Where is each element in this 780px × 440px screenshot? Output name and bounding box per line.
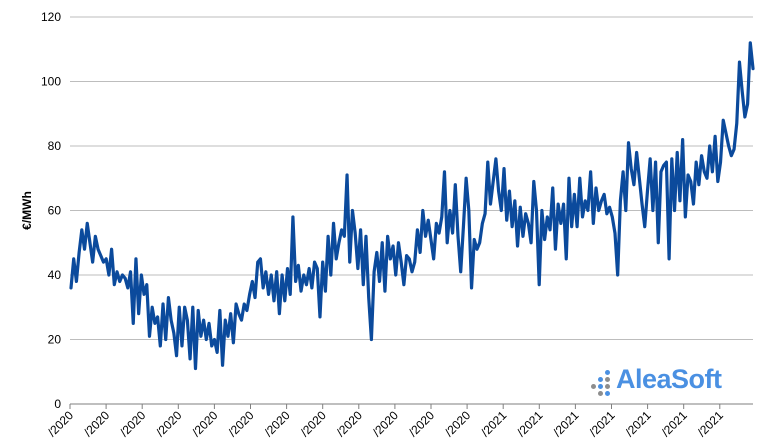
y-tick-label: 120 [41, 10, 61, 24]
x-tick-label: /2020 [45, 408, 76, 439]
x-tick-label: /2021 [550, 408, 581, 439]
x-tick-label: /2021 [695, 408, 726, 439]
y-tick-label: 20 [48, 333, 62, 347]
x-tick-label: /2020 [334, 408, 365, 439]
aleasoft-logo: AleaSoft [584, 364, 722, 396]
x-tick-label: /2021 [514, 408, 545, 439]
x-tick-label: /2020 [189, 408, 220, 439]
x-tick-label: /2020 [117, 408, 148, 439]
gridlines [70, 16, 753, 340]
x-axis-ticks: /2020/2020/2020/2020/2020/2020/2020/2020… [45, 404, 726, 439]
x-tick-label: /2021 [586, 408, 617, 439]
logo-dots-icon [584, 366, 614, 396]
series-line [69, 41, 755, 371]
y-tick-label: 0 [54, 397, 61, 411]
y-tick-label: 40 [48, 268, 62, 282]
y-tick-label: 100 [41, 75, 61, 89]
x-tick-label: /2020 [406, 408, 437, 439]
y-tick-label: 60 [48, 204, 62, 218]
y-axis-ticks: 0 20 40 60 80 100 120 [41, 10, 61, 411]
x-tick-label: /2020 [370, 408, 401, 439]
y-axis-label: €/MWh [20, 191, 34, 230]
logo-text: AleaSoft [616, 364, 722, 394]
x-tick-label: /2020 [81, 408, 112, 439]
y-tick-label: 80 [48, 139, 62, 153]
x-tick-label: /2021 [623, 408, 654, 439]
x-tick-label: /2020 [225, 408, 256, 439]
x-tick-label: /2020 [262, 408, 293, 439]
x-tick-label: /2020 [442, 408, 473, 439]
x-tick-label: /2021 [659, 408, 690, 439]
x-tick-label: /2021 [478, 408, 509, 439]
x-tick-label: /2020 [153, 408, 184, 439]
x-tick-label: /2020 [298, 408, 329, 439]
